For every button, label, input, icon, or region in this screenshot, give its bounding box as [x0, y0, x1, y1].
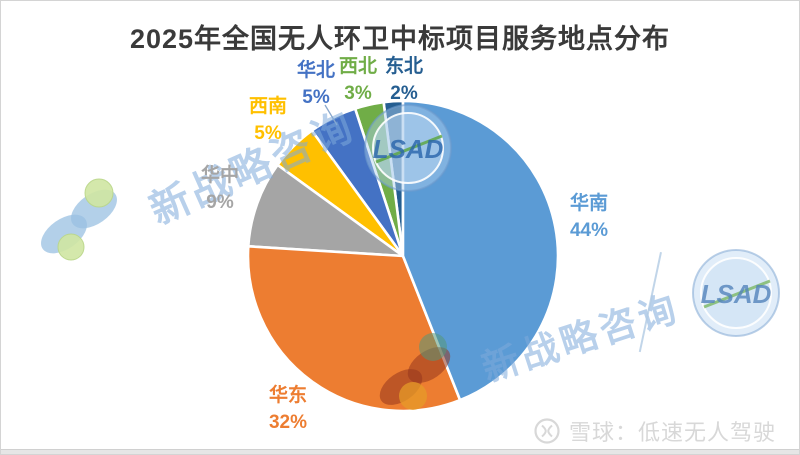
logo-dot: [57, 233, 85, 261]
stamp-green-line: [703, 279, 771, 309]
logo-blob: [71, 189, 117, 229]
slice-name: 西北: [338, 56, 377, 77]
stamp-text: LSAD: [701, 279, 772, 309]
footer-credit-text: 雪球：低速无人驾驶: [569, 420, 777, 445]
slice-pct: 5%: [254, 123, 282, 144]
lsad-stamp-watermark: LSAD: [692, 249, 780, 337]
logo-dot: [84, 178, 114, 208]
slice-pct: 9%: [206, 192, 234, 213]
brand-logo-watermark: [41, 178, 117, 261]
slice-pct: 5%: [302, 87, 330, 108]
logo-blob: [41, 214, 87, 254]
slice-name: 华东: [268, 385, 307, 406]
slice-pct: 2%: [390, 83, 418, 104]
footer-credit: 雪球：低速无人驾驶: [533, 415, 776, 447]
slice-label-huanan: 华南 44%: [562, 190, 616, 244]
slice-label-huabei: 华北 5%: [292, 57, 340, 111]
slice-label-xinan: 西南 5%: [242, 93, 294, 147]
stamp-inner-circle: [700, 257, 772, 329]
slice-pct: 32%: [268, 412, 308, 433]
stamp-outer-circle: [692, 249, 780, 337]
slice-label-huazhong: 华中 9%: [195, 162, 245, 216]
slice-name: 华中: [200, 165, 239, 186]
bottom-edge-divider: [1, 449, 799, 454]
chart-title: 2025年全国无人环卫中标项目服务地点分布: [129, 24, 671, 54]
slice-label-xibei: 西北 3%: [334, 53, 382, 107]
pie-slice-华中: [247, 163, 405, 258]
slice-name: 华北: [296, 60, 335, 81]
diagonal-line-watermark: [638, 252, 662, 353]
slice-name: 华南: [569, 193, 608, 214]
slice-name: 西南: [248, 96, 287, 117]
slice-label-huadong: 华东 32%: [261, 382, 315, 436]
slice-pct: 3%: [344, 83, 372, 104]
slice-label-dongbei: 东北 2%: [379, 53, 429, 107]
label-leader-line-huabei: [324, 104, 338, 126]
xueqiu-logo-icon: [534, 418, 560, 444]
slice-pct: 44%: [569, 220, 609, 241]
slice-name: 东北: [384, 56, 423, 77]
